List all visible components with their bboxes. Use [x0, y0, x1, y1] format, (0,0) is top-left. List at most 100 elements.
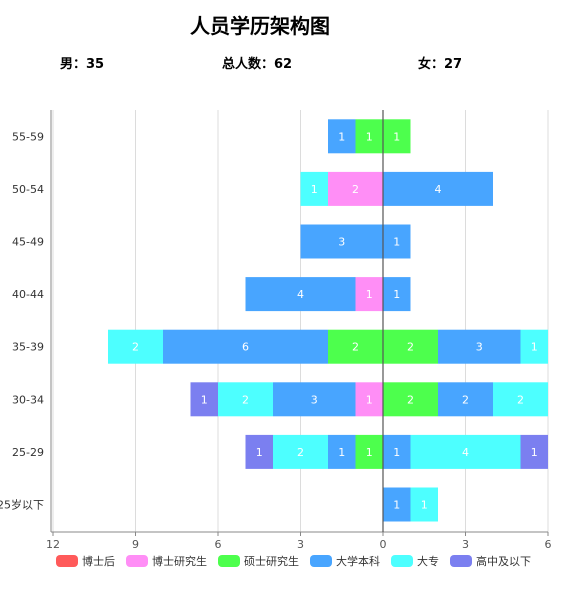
category-label: 35-39	[12, 341, 44, 354]
category-label: 25岁以下	[0, 498, 44, 512]
bar-left	[300, 171, 328, 206]
legend-label: 博士后	[82, 555, 115, 568]
bar-label: 1	[366, 393, 373, 406]
bar-left	[273, 434, 328, 469]
bar-label: 1	[393, 130, 400, 143]
category-label: 25-29	[12, 446, 44, 459]
bar-left	[328, 119, 356, 154]
legend-label: 大学本科	[336, 555, 380, 568]
bar-label: 1	[421, 499, 428, 512]
bar-left	[355, 434, 383, 469]
bar-left	[190, 382, 218, 417]
bar-label: 1	[393, 446, 400, 459]
bar-label: 3	[476, 341, 483, 354]
legend-item[interactable]: 博士研究生	[126, 553, 207, 569]
bar-label: 1	[366, 446, 373, 459]
category-label: 30-34	[12, 393, 44, 406]
bar-right	[520, 329, 548, 364]
bar-left	[328, 329, 383, 364]
bar-left	[328, 171, 383, 206]
bar-label: 1	[366, 288, 373, 301]
bar-label: 2	[462, 393, 469, 406]
legend-label: 高中及以下	[476, 555, 531, 568]
legend-swatch	[126, 555, 148, 567]
bar-label: 1	[256, 446, 263, 459]
tick-label: 0	[380, 538, 387, 551]
bar-left	[163, 329, 328, 364]
bar-label: 3	[311, 393, 318, 406]
bar-label: 2	[407, 393, 414, 406]
bar-left	[108, 329, 163, 364]
chart-title: 人员学历架构图	[190, 14, 330, 38]
bar-label: 2	[407, 341, 414, 354]
bar-label: 1	[338, 130, 345, 143]
bar-label: 1	[366, 130, 373, 143]
bar-label: 3	[338, 236, 345, 249]
category-label: 50-54	[12, 183, 44, 196]
bar-left	[273, 382, 356, 417]
bar-label: 1	[201, 393, 208, 406]
legend-swatch	[310, 555, 332, 567]
bar-label: 6	[242, 341, 249, 354]
bar-label: 1	[338, 446, 345, 459]
tick-label: 3	[297, 538, 304, 551]
male-count: 男：35	[60, 57, 105, 72]
tick-label: 6	[215, 538, 222, 551]
bar-right	[383, 224, 411, 259]
legend-label: 博士研究生	[152, 555, 207, 568]
bar-right	[438, 329, 521, 364]
bar-left	[218, 382, 273, 417]
bar-right	[493, 382, 548, 417]
category-label: 40-44	[12, 288, 44, 301]
bar-label: 1	[393, 236, 400, 249]
bar-right	[410, 487, 438, 522]
category-label: 55-59	[12, 130, 44, 143]
bar-right	[383, 382, 438, 417]
bar-right	[383, 277, 411, 312]
bar-right	[383, 487, 411, 522]
bar-right	[383, 434, 411, 469]
legend-swatch	[450, 555, 472, 567]
bar-right	[438, 382, 493, 417]
bar-left	[355, 277, 383, 312]
bar-label: 2	[297, 446, 304, 459]
bar-label: 2	[352, 183, 359, 196]
bar-label: 1	[311, 183, 318, 196]
legend-item[interactable]: 博士后	[56, 553, 115, 569]
bar-right	[520, 434, 548, 469]
bar-label: 2	[517, 393, 524, 406]
bar-label: 1	[393, 288, 400, 301]
bar-label: 2	[242, 393, 249, 406]
bar-label: 1	[531, 446, 538, 459]
legend-swatch	[218, 555, 240, 567]
bar-left	[355, 119, 383, 154]
female-count: 女：27	[418, 57, 463, 72]
bar-left	[245, 434, 273, 469]
bar-right	[383, 171, 493, 206]
bar-label: 2	[132, 341, 139, 354]
bar-label: 1	[393, 499, 400, 512]
bar-label: 4	[462, 446, 469, 459]
bar-left	[355, 382, 383, 417]
bar-label: 1	[531, 341, 538, 354]
legend-swatch	[391, 555, 413, 567]
bar-left	[245, 277, 356, 312]
legend-item[interactable]: 硕士研究生	[218, 553, 299, 569]
legend-item[interactable]: 大学本科	[310, 553, 380, 569]
bar-label: 4	[435, 183, 442, 196]
tick-label: 9	[132, 538, 139, 551]
legend-label: 大专	[417, 555, 439, 568]
bar-left	[328, 434, 356, 469]
bar-right	[383, 329, 438, 364]
legend-item[interactable]: 高中及以下	[450, 553, 531, 569]
legend: 博士后 博士研究生 硕士研究生 大学本科 大专 高中及以下	[56, 553, 542, 569]
legend-swatch	[56, 555, 78, 567]
bar-right	[383, 119, 411, 154]
bar-left	[300, 224, 383, 259]
tick-label: 12	[46, 538, 60, 551]
total-count: 总人数：62	[222, 57, 293, 72]
legend-item[interactable]: 大专	[391, 553, 439, 569]
bar-right	[410, 434, 521, 469]
category-label: 45-49	[12, 236, 44, 249]
